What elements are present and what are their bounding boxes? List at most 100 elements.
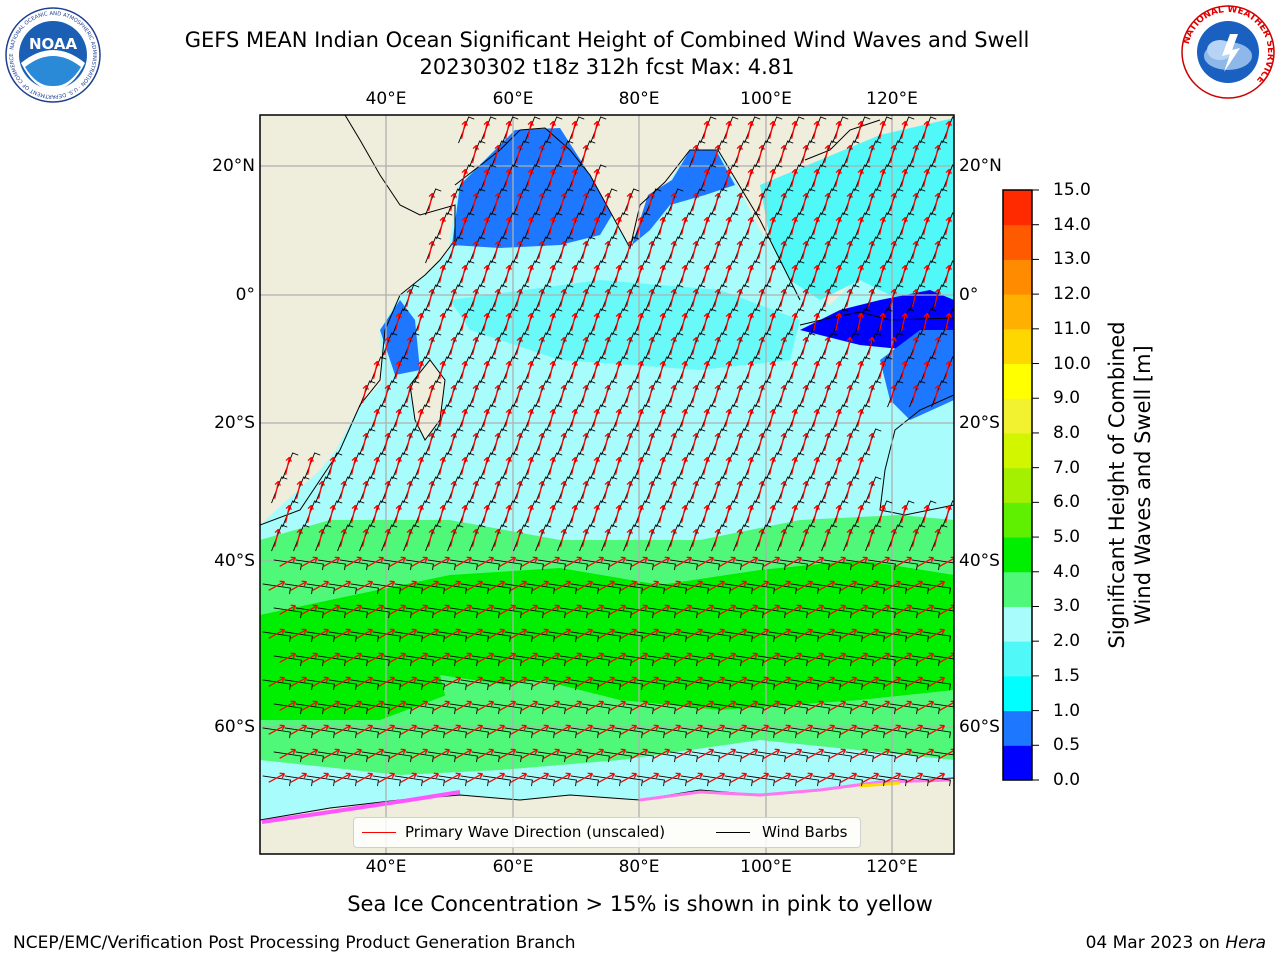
wind-barb (557, 236, 574, 264)
wind-barb (823, 607, 852, 619)
wind-barb (713, 703, 742, 715)
wind-barb (559, 703, 588, 715)
wind-barb (447, 428, 464, 456)
wind-barb (546, 452, 563, 480)
wave-direction-arrow (823, 384, 831, 403)
wave-direction-arrow (746, 264, 754, 283)
wave-direction-arrow (763, 748, 781, 759)
wave-direction-arrow (636, 504, 644, 523)
wave-direction-arrow (917, 652, 935, 663)
wave-direction-arrow (537, 240, 545, 259)
wave-direction-arrow (565, 748, 583, 759)
wave-direction-arrow (906, 676, 924, 687)
wind-barb (513, 476, 530, 504)
wave-direction-arrow (268, 724, 286, 735)
wave-direction-arrow (834, 456, 842, 475)
wave-direction-arrow (741, 652, 759, 663)
wave-direction-arrow (592, 264, 600, 283)
wind-barb (843, 188, 860, 216)
wind-barb (491, 236, 508, 264)
wave-direction-arrow (526, 360, 534, 379)
wind-barb (845, 703, 874, 715)
wave-direction-arrow (603, 336, 611, 355)
wave-direction-label: Primary Wave Direction (unscaled) (405, 823, 666, 841)
wind-barb (691, 607, 720, 619)
wind-barb (911, 559, 940, 571)
wave-direction-arrow (708, 628, 726, 639)
wave-direction-arrow (906, 772, 924, 783)
wave-direction-arrow (526, 168, 534, 187)
wave-direction-arrow (537, 528, 545, 547)
wave-direction-arrow (675, 748, 693, 759)
wave-direction-arrow (862, 724, 880, 735)
australia-coastline (879, 394, 954, 516)
wind-barb (922, 631, 951, 643)
wave-direction-arrow (581, 432, 589, 451)
wave-direction-arrow (471, 480, 479, 499)
footer-host: Hera (1225, 933, 1266, 953)
wave-direction-arrow (851, 604, 869, 615)
wave-direction-arrow (317, 528, 325, 547)
wind-barb (438, 727, 467, 739)
wave-direction-arrow (922, 264, 930, 283)
wave-direction-arrow (565, 652, 583, 663)
wind-barb (493, 751, 522, 763)
wave-direction-arrow (526, 504, 534, 523)
wave-direction-arrow (631, 700, 649, 711)
wave-direction-arrow (691, 528, 699, 547)
wave-direction-arrow (471, 240, 479, 259)
wave-direction-arrow (708, 772, 726, 783)
wave-direction-arrow (653, 556, 671, 567)
wind-barb (854, 500, 871, 528)
wave-direction-arrow (895, 652, 913, 663)
wind-barb (535, 284, 552, 312)
footer-credit: NCEP/EMC/Verification Post Processing Pr… (13, 933, 576, 953)
wave-direction-arrow (697, 556, 715, 567)
wave-direction-arrow (625, 432, 633, 451)
wave-direction-arrow (812, 312, 820, 331)
wind-barb (425, 380, 442, 408)
wave-direction-arrow (790, 120, 798, 139)
wind-barb (579, 188, 596, 216)
wave-direction-arrow (449, 192, 457, 211)
wind-barb (284, 727, 313, 739)
wave-direction-arrow (807, 748, 825, 759)
indonesia-coastline (799, 311, 954, 326)
wind-barb (557, 524, 574, 552)
wind-barb (702, 679, 731, 691)
wave-direction-arrow (867, 528, 875, 547)
wave-direction-arrow (290, 772, 308, 783)
wind-barb (713, 751, 742, 763)
wind-barb (535, 428, 552, 456)
wind-barb (515, 703, 544, 715)
wind-barb (755, 428, 772, 456)
wave-direction-arrow (840, 628, 858, 639)
wave-direction-arrow (669, 336, 677, 355)
footer-date: 04 Mar 2023 on Hera (1086, 933, 1266, 953)
wind-barb (667, 476, 684, 504)
wave-direction-arrow (719, 700, 737, 711)
wind-barb (328, 775, 357, 787)
wave-direction-arrow (493, 480, 501, 499)
wind-barb (416, 631, 445, 643)
wave-direction-arrow (917, 556, 935, 567)
wind-barb (744, 116, 761, 144)
chart-subtitle: 20230302 t18z 312h fcst Max: 4.81 (419, 55, 795, 79)
wind-barb (634, 500, 651, 528)
wave-direction-arrow (812, 408, 820, 427)
wave-direction-arrow (372, 456, 380, 475)
wave-direction-arrow (878, 264, 886, 283)
wind-barb (645, 188, 662, 216)
colorbar-tick-label: 8.0 (1053, 422, 1081, 443)
wave-direction-arrow (433, 604, 451, 615)
wave-direction-arrow (812, 456, 820, 475)
wind-barb (920, 500, 937, 528)
wave-direction-arrow (411, 652, 429, 663)
wave-direction-arrow (631, 748, 649, 759)
wind-barb (878, 679, 907, 691)
wind-barb (691, 655, 720, 667)
wind-barb (788, 212, 805, 240)
wave-direction-arrow (411, 556, 429, 567)
wind-barb (502, 500, 519, 528)
wave-direction-arrow (460, 120, 468, 139)
